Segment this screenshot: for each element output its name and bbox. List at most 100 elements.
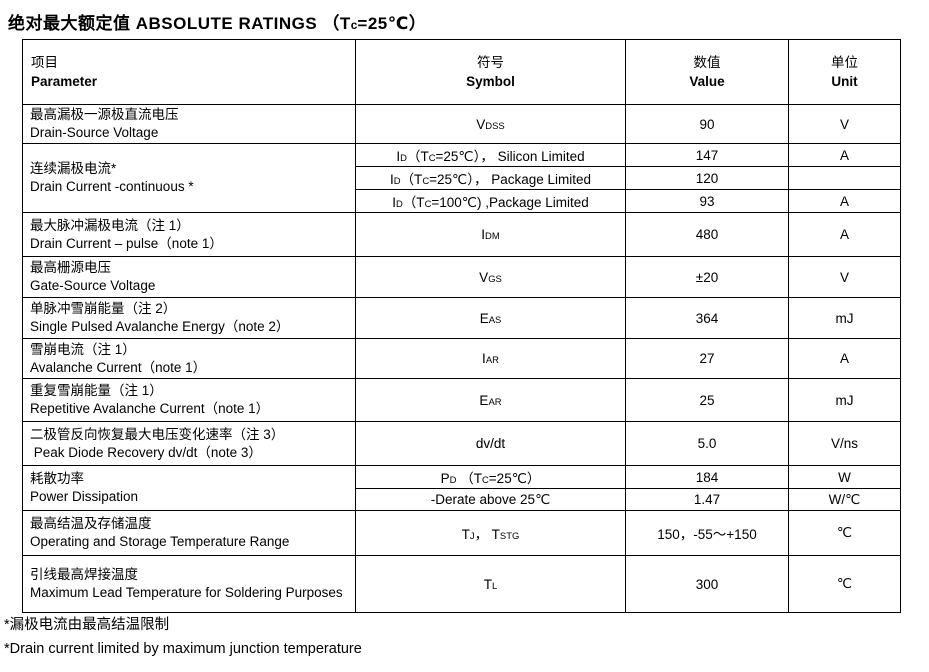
header-label-en: Parameter: [31, 74, 98, 89]
param-label-en: Drain-Source Voltage: [30, 125, 159, 140]
value-cell: 300: [625, 555, 789, 613]
param-label-zh: 最大脉冲漏极电流（注 1）: [30, 217, 190, 233]
value-cell: 90: [625, 104, 789, 144]
param-cell: 引线最高焊接温度 Maximum Lead Temperature for Sol…: [22, 555, 356, 613]
table-row: 最大脉冲漏极电流（注 1） Drain Current – pulse（note …: [22, 212, 901, 257]
ratings-body: 项目 Parameter 符号 Symbol 数值 Value 单位 Unit 最高漏极一源极直…: [22, 39, 901, 613]
subscript-text: D: [400, 153, 407, 164]
table-row: -Derate above 25℃ 1.47 W/℃: [23, 488, 901, 511]
value-cell: 150，-55～+150: [625, 510, 789, 556]
table-row: 耗散功率 Power Dissipation PD （TC=25℃） 184 W: [22, 465, 901, 511]
symbol-cell: ID（TC=25℃）， Silicon Limited: [355, 143, 626, 167]
param-label-zh: 最高漏极一源极直流电压: [30, 107, 179, 122]
header-label-en: Value: [689, 74, 725, 89]
unit-cell: A: [788, 189, 901, 213]
table-row: 单脉冲雪崩能量（注 2） Single Pulsed Avalanche Ener…: [22, 297, 901, 339]
subscript-text: J: [469, 531, 475, 542]
symbol-cell: ID（TC=100℃) ,Package Limited: [355, 189, 626, 213]
value-cell: 1.47: [625, 488, 789, 511]
param-label-en: Avalanche Current（note 1）: [30, 359, 207, 375]
value-cell: 480: [625, 212, 789, 257]
param-label-zh: 雪崩电流（注 1）: [30, 341, 136, 357]
value-cell: 27: [625, 338, 789, 379]
param-label-en: Gate-Source Voltage: [30, 278, 156, 293]
header-label-zh: 符号: [477, 55, 504, 70]
header-label-en: Unit: [831, 74, 858, 89]
param-label-zh: 重复雪崩能量（注 1）: [30, 383, 163, 398]
param-cell: 最高结温及存储温度 Operating and Storage Temperatu…: [22, 510, 356, 556]
header-label-zh: 项目: [31, 55, 58, 70]
unit-cell: ℃: [788, 510, 901, 556]
value-cell: 25: [625, 378, 789, 422]
subscript-text: STG: [499, 531, 520, 542]
subscript-text: GS: [488, 273, 502, 285]
value-cell: 5.0: [625, 421, 789, 466]
header-label-zh: 数值: [693, 55, 721, 70]
table-row: 引线最高焊接温度 Maximum Lead Temperature for Sol…: [22, 555, 901, 613]
unit-cell: V: [788, 104, 901, 144]
param-cell: 单脉冲雪崩能量（注 2） Single Pulsed Avalanche Ener…: [22, 297, 356, 339]
unit-cell: W: [788, 465, 901, 489]
value-cell: 364: [625, 297, 789, 339]
symbol-cell: TJ， TSTG: [355, 510, 626, 556]
symbol-cell: ID（TC=25℃）， Package Limited: [355, 166, 626, 190]
table-row: 二极管反向恢复最大电压变化速率（注 3） Peak Diode Recovery…: [22, 421, 901, 466]
param-label-en: Maximum Lead Temperature for Soldering P…: [30, 585, 343, 600]
param-cell: 雪崩电流（注 1） Avalanche Current（note 1）: [22, 338, 356, 379]
param-label-en: Drain Current – pulse（note 1）: [30, 235, 223, 251]
unit-cell: W/℃: [788, 488, 901, 511]
unit-cell: V/ns: [788, 421, 901, 466]
param-cell: 重复雪崩能量（注 1） Repetitive Avalanche Current（…: [22, 378, 356, 422]
param-label-zh: 二极管反向恢复最大电压变化速率（注 3）: [30, 426, 285, 442]
symbol-cell: dv/dt: [355, 421, 626, 466]
param-cell: 最高栅源电压 Gate-Source Voltage: [22, 256, 356, 298]
table-row: ID（TC=25℃）， Package Limited 120: [23, 166, 901, 190]
header-cell: 单位 Unit: [788, 39, 901, 105]
symbol-cell: -Derate above 25℃: [355, 488, 626, 511]
subscript-text: C: [428, 153, 436, 164]
table-row: 连续漏极电流* Drain Current -continuous * ID（TC=…: [22, 143, 901, 213]
param-label-zh: 连续漏极电流*: [30, 161, 117, 176]
param-label-en: Peak Diode Recovery dv/dt（note 3）: [30, 444, 262, 460]
subscript-text: D: [395, 199, 403, 210]
symbol-cell: EAS: [355, 297, 626, 339]
symbol-cell: IDM: [355, 212, 626, 257]
subscript-text: DSS: [485, 120, 505, 132]
param-cell: 二极管反向恢复最大电压变化速率（注 3） Peak Diode Recovery…: [22, 421, 356, 466]
param-label-en: Repetitive Avalanche Current（note 1）: [30, 401, 270, 416]
param-cell: 最高漏极一源极直流电压 Drain-Source Voltage: [22, 104, 356, 144]
section-title: 绝对最大额定值 ABSOLUTE RATINGS （Tc=25℃）: [8, 14, 427, 33]
symbol-cell: EAR: [355, 378, 626, 422]
ratings-table: 项目 Parameter 符号 Symbol 数值 Value 单位 Unit 最高漏极一源极直…: [22, 39, 901, 613]
subscript-text: DM: [485, 231, 500, 242]
value-cell: 93: [625, 189, 789, 213]
unit-cell: A: [788, 212, 901, 257]
subscript-text: AS: [488, 314, 502, 326]
unit-cell: A: [788, 143, 901, 167]
param-label-zh: 引线最高焊接温度: [30, 567, 138, 582]
value-cell: 147: [625, 143, 789, 167]
table-row: 最高漏极一源极直流电压 Drain-Source Voltage VDSS 90 V: [22, 104, 901, 144]
unit-cell: V: [788, 256, 901, 298]
header-cell: 符号 Symbol: [355, 39, 626, 105]
param-label-en: Single Pulsed Avalanche Energy（note 2）: [30, 319, 290, 334]
table-row: ID（TC=100℃) ,Package Limited 93 A: [23, 189, 901, 213]
table-row: 最高结温及存储温度 Operating and Storage Temperatu…: [22, 510, 901, 556]
unit-cell: mJ: [788, 378, 901, 422]
subscript-text: C: [481, 475, 489, 486]
footnote-en: *Drain current limited by maximum juncti…: [4, 641, 362, 657]
header-label-en: Symbol: [466, 74, 515, 89]
table-row: 最高栅源电压 Gate-Source Voltage VGS ±20 V: [22, 256, 901, 298]
symbol-cell: TL: [355, 555, 626, 613]
unit-cell: ℃: [788, 555, 901, 613]
header-label-zh: 单位: [831, 55, 858, 70]
symbol-cell: PD （TC=25℃）: [355, 465, 626, 489]
footnote-zh: *漏极电流由最高结温限制: [4, 617, 170, 633]
param-label-zh: 最高结温及存储温度: [30, 516, 152, 531]
symbol-cell: IAR: [355, 338, 626, 379]
unit-cell: A: [788, 338, 901, 379]
unit-cell: mJ: [788, 297, 901, 339]
param-label-en: Operating and Storage Temperature Range: [30, 534, 290, 549]
header-row: 项目 Parameter 符号 Symbol 数值 Value 单位 Unit: [22, 39, 901, 105]
